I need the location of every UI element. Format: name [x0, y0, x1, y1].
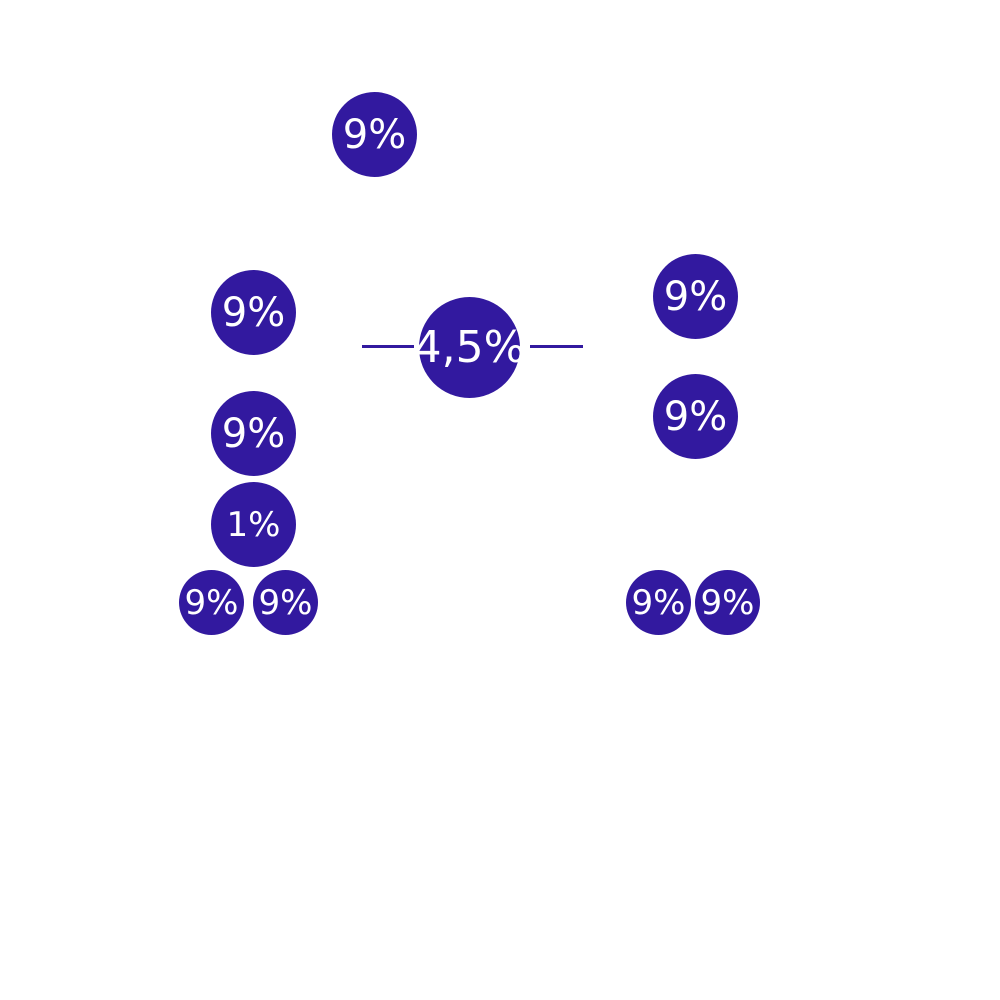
percentage-badge-left-4b: 9%: [253, 570, 318, 635]
percentage-badge-left-3: 1%: [211, 482, 296, 567]
percentage-badge-right-3a: 9%: [626, 570, 691, 635]
percentage-badge-right-1: 9%: [653, 254, 738, 339]
connector-line-right: [530, 345, 583, 348]
percentage-badge-left-1: 9%: [211, 270, 296, 355]
percentage-badge-center: 4,5%: [414, 297, 525, 398]
percentage-badge-left-4a: 9%: [179, 570, 244, 635]
percentage-badge-top: 9%: [332, 92, 417, 177]
percentage-badge-right-3b: 9%: [695, 570, 760, 635]
percentage-badge-left-2: 9%: [211, 391, 296, 476]
connector-line-left: [362, 345, 414, 348]
percentage-badge-right-2: 9%: [653, 374, 738, 459]
